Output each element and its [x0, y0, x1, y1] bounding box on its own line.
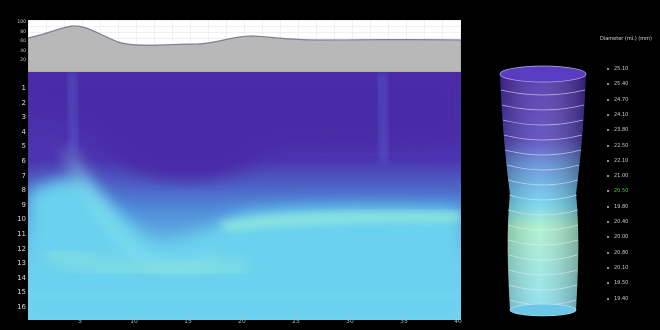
legend-bullet	[607, 144, 609, 147]
legend-value: 22.50	[614, 142, 629, 149]
depth-label: 10	[17, 215, 26, 224]
legend-value: 25.40	[614, 81, 629, 88]
depth-label: 9	[21, 200, 26, 209]
depth-label: 2	[21, 98, 26, 107]
legend-title: Diameter (mi.) (mm)	[600, 36, 652, 42]
legend-bullet	[607, 68, 609, 70]
x-tick-label: 30	[346, 318, 354, 325]
legend-bullet	[607, 113, 609, 116]
depth-label: 11	[17, 230, 26, 238]
legend-value: 23.80	[614, 127, 629, 134]
column-rings	[500, 89, 586, 306]
depth-label: 5	[21, 142, 26, 151]
legend-bullet	[607, 297, 609, 300]
legend-bullet	[607, 236, 609, 239]
depth-label: 14	[17, 273, 26, 282]
legend-bullet	[607, 159, 609, 162]
legend-value: 24.10	[614, 111, 629, 118]
legend-value: 24.70	[614, 96, 629, 103]
x-axis: 5 10 15 20 25 30 35 40	[28, 318, 462, 328]
log-column-image	[499, 65, 587, 317]
depth-label: 8	[21, 186, 26, 195]
depth-label: 7	[21, 171, 26, 180]
top-profile-panel	[28, 20, 461, 72]
depth-label: 1	[21, 84, 26, 92]
legend-value: 20.80	[614, 249, 629, 256]
legend-bullet	[607, 251, 609, 254]
top-axis-label: 60	[20, 39, 26, 44]
x-tick-label: 15	[184, 318, 192, 325]
x-tick-label: 5	[78, 318, 82, 325]
depth-label: 3	[21, 113, 26, 122]
x-tick-label: 10	[130, 318, 138, 325]
heatmap-image	[28, 72, 461, 320]
x-tick-label: 20	[238, 318, 246, 325]
legend-value: 19.50	[614, 280, 629, 287]
top-axis-label: 80	[20, 29, 26, 35]
legend-value: 19.40	[614, 295, 629, 302]
depth-label: 6	[21, 157, 26, 165]
depth-label: 4	[21, 127, 26, 136]
legend-value: 22.10	[614, 157, 629, 164]
legend-value: 20.50	[614, 188, 629, 195]
legend-value: 25.10	[614, 66, 629, 72]
legend-bullet	[607, 98, 609, 101]
legend-bullet	[607, 129, 609, 132]
heatmap-panel	[28, 72, 461, 320]
x-tick-label: 35	[400, 318, 408, 325]
x-tick-label: 40	[454, 318, 462, 325]
depth-label: 12	[17, 244, 26, 253]
x-tick-label: 25	[292, 318, 300, 325]
legend-bullet	[607, 221, 609, 223]
legend-bullet	[607, 190, 609, 193]
legend-value: 19.80	[614, 203, 629, 210]
log-column-3d	[488, 64, 600, 326]
legend-bullet	[607, 282, 609, 285]
depth-label: 16	[17, 303, 26, 311]
legend-value: 20.00	[614, 234, 629, 241]
legend-bullet	[607, 205, 609, 208]
legend-value: 20.10	[614, 264, 629, 271]
profile-chart	[28, 20, 461, 72]
legend-bullet	[607, 266, 609, 269]
legend-value: 21.00	[614, 173, 629, 180]
depth-label: 13	[17, 259, 26, 268]
top-axis-label: 20	[20, 58, 26, 63]
legend-bullet	[607, 83, 609, 86]
top-axis-label: 40	[20, 48, 26, 54]
legend-value: 20.40	[614, 219, 629, 225]
depth-label: 15	[17, 288, 26, 297]
legend-bullet	[607, 175, 609, 178]
top-axis-label: 100	[17, 20, 26, 25]
